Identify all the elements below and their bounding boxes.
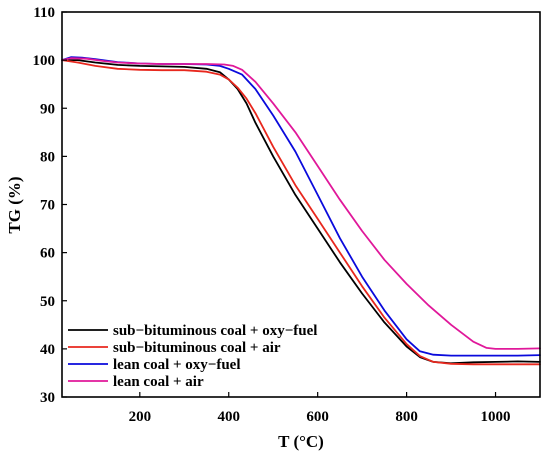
series-line-1 — [61, 59, 541, 365]
y-tick-label: 50 — [40, 294, 55, 310]
legend-label-4: lean coal + air — [113, 374, 204, 390]
series-line-4 — [61, 57, 541, 350]
x-tick-label: 200 — [129, 409, 152, 425]
y-tick-label: 100 — [33, 53, 56, 69]
legend-label-2: sub−bituminous coal + air — [113, 340, 281, 356]
legend-label-1: sub−bituminous coal + oxy−fuel — [113, 323, 317, 339]
y-tick-label: 90 — [40, 101, 55, 117]
x-tick-label: 1000 — [481, 409, 511, 425]
series-line-2 — [61, 59, 541, 366]
y-axis: 30 40 50 60 70 80 90 100 110 — [33, 5, 67, 406]
y-tick-label: 80 — [40, 149, 55, 165]
series-layer — [61, 56, 541, 366]
legend-label-3: lean coal + oxy−fuel — [113, 357, 241, 373]
y-tick-label: 110 — [33, 5, 55, 21]
x-axis-title: T (°C) — [278, 432, 324, 451]
y-tick-label: 40 — [40, 342, 55, 358]
x-tick-label: 600 — [306, 409, 329, 425]
y-tick-label: 70 — [40, 198, 55, 214]
x-tick-label: 800 — [395, 409, 418, 425]
y-tick-label: 60 — [40, 246, 55, 262]
x-tick-label: 400 — [217, 409, 240, 425]
series-line-3 — [61, 56, 541, 357]
legend: sub−bituminous coal + oxy−fuelsub−bitumi… — [68, 323, 317, 390]
y-axis-title: TG (%) — [5, 176, 24, 233]
x-axis: 200 400 600 800 1000 — [129, 392, 511, 425]
y-tick-label: 30 — [40, 390, 55, 406]
